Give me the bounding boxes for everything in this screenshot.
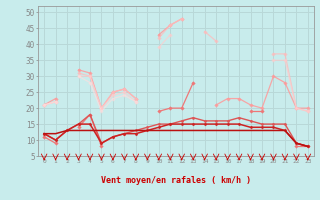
X-axis label: Vent moyen/en rafales ( km/h ): Vent moyen/en rafales ( km/h ) [101,176,251,185]
